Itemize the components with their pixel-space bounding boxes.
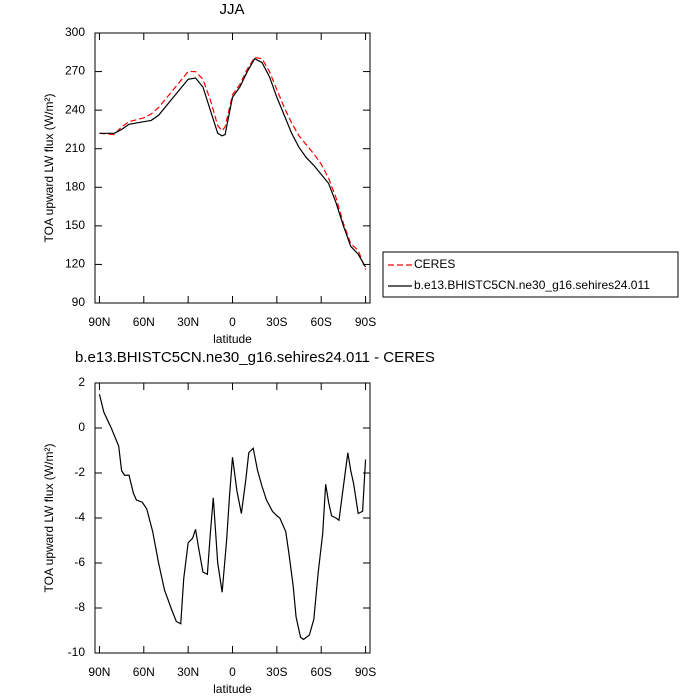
x-tick-label: 0 [229,315,236,329]
x-tick-label: 30S [266,315,287,329]
y-tick-label: 120 [65,257,85,271]
y-tick-label: -4 [74,510,85,524]
legend-label: b.e13.BHISTC5CN.ne30_g16.sehires24.011 [414,278,650,292]
plot-frame [94,382,371,654]
y-tick-label: 150 [65,218,85,232]
y-tick-label: -6 [74,555,85,569]
x-tick-label: 60S [311,315,332,329]
y-axis-label: TOA upward LW flux (W/m²) [42,444,56,593]
y-axis-label: TOA upward LW flux (W/m²) [42,94,56,243]
x-axis-label: latitude [213,332,252,346]
legend-box [382,251,679,298]
x-tick-label: 60N [133,665,155,679]
data-line [98,394,367,641]
y-tick-label: 210 [65,141,85,155]
x-tick-label: 0 [229,665,236,679]
chart-title: JJA [219,1,244,18]
y-tick-label: 180 [65,179,85,193]
y-tick-label: -2 [74,465,85,479]
chart-title: b.e13.BHISTC5CN.ne30_g16.sehires24.011 -… [75,349,435,366]
x-tick-label: 30N [177,665,199,679]
x-tick-label: 90S [355,665,376,679]
x-axis-label: latitude [213,682,252,696]
y-tick-label: 0 [78,420,85,434]
y-tick-label: 2 [78,375,85,389]
x-tick-label: 30S [266,665,287,679]
x-tick-label: 90S [355,315,376,329]
x-tick-label: 60S [311,665,332,679]
data-line [99,57,367,268]
y-tick-label: 90 [72,295,86,309]
plot-frame [94,32,371,304]
y-tick-label: 240 [65,102,85,116]
y-tick-label: -8 [74,600,85,614]
data-line [99,56,367,270]
y-tick-label: 270 [65,64,85,78]
y-tick-label: -10 [68,645,86,659]
legend-label: CERES [414,257,455,271]
y-tick-label: 300 [65,25,85,39]
x-tick-label: 90N [88,665,110,679]
x-tick-label: 90N [88,315,110,329]
x-tick-label: 60N [133,315,155,329]
x-tick-label: 30N [177,315,199,329]
